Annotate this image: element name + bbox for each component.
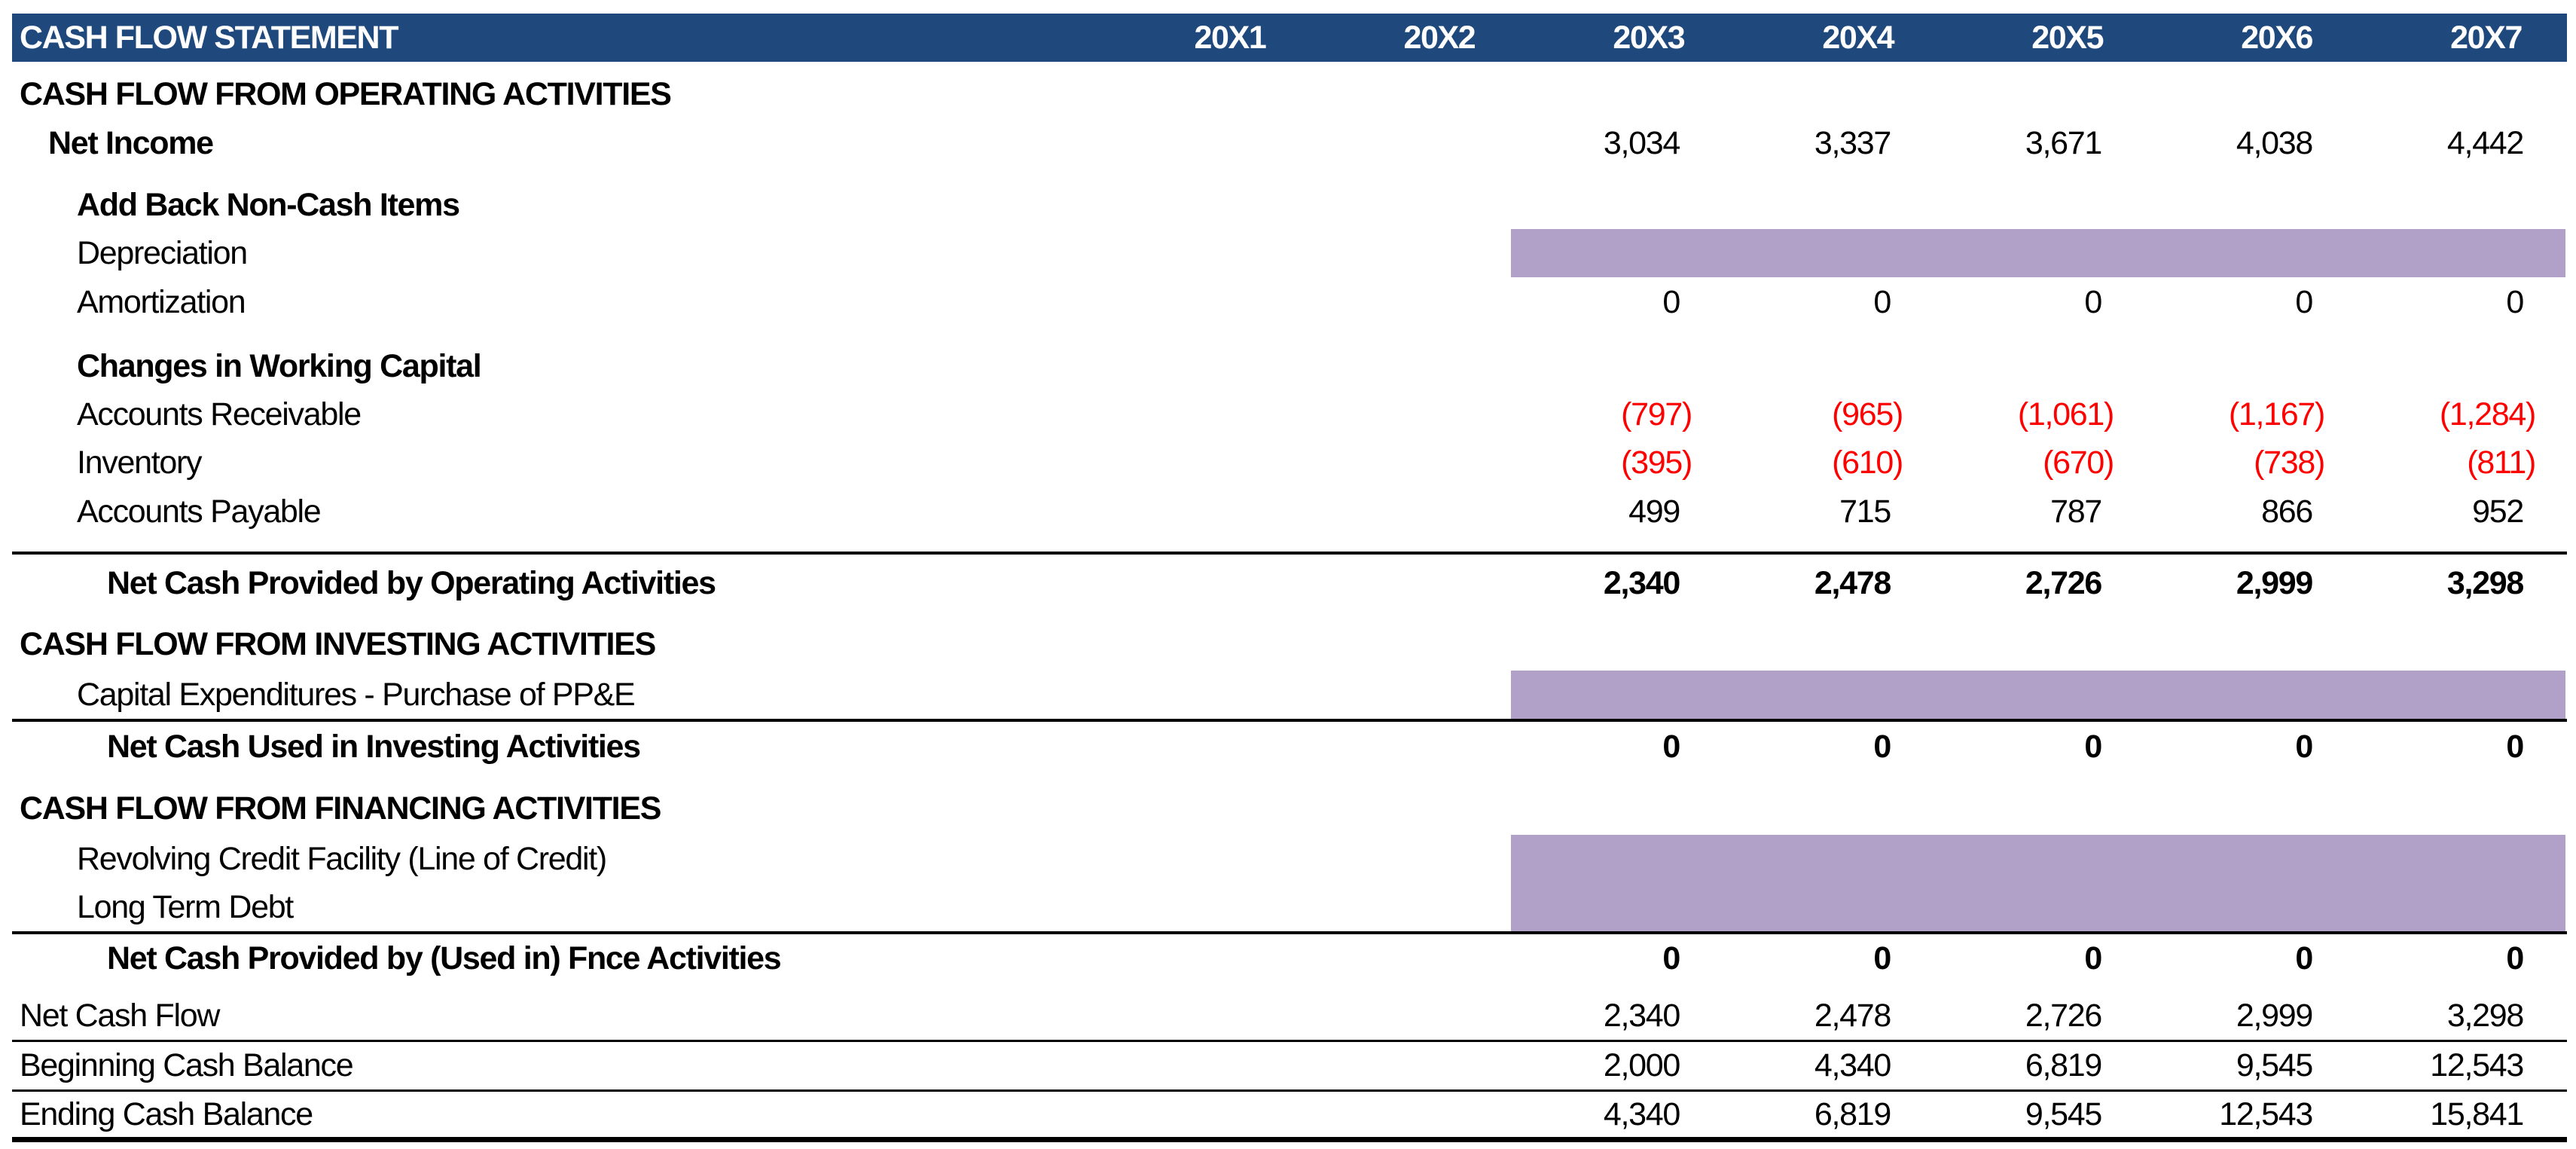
total-operating-activities: Net Cash Provided by Operating Activitie…: [12, 552, 2567, 612]
value-cell[interactable]: 9,545: [2236, 1047, 2313, 1083]
value-cell[interactable]: (811): [2467, 444, 2536, 481]
value-cell[interactable]: 4,442: [2446, 124, 2524, 161]
statement-title: CASH FLOW STATEMENT: [20, 19, 398, 56]
line-item-accounts-payable: Accounts Payable 499 715 787 866 952: [12, 487, 2567, 536]
total-value-cell[interactable]: 3,298: [2446, 564, 2524, 601]
value-cell[interactable]: 0: [2084, 283, 2102, 320]
value-cell[interactable]: (610): [1832, 444, 1903, 481]
value-cell[interactable]: 787: [2050, 493, 2102, 530]
value-cell[interactable]: (1,167): [2228, 396, 2325, 432]
cash-flow-statement: CASH FLOW STATEMENT 20X1 20X2 20X3 20X4 …: [12, 14, 2567, 1142]
header-row: CASH FLOW STATEMENT 20X1 20X2 20X3 20X4 …: [12, 14, 2567, 62]
value-cell[interactable]: 0: [2506, 283, 2524, 320]
subheading-non-cash: Add Back Non-Cash Items: [77, 186, 460, 223]
total-value-cell[interactable]: 2,478: [1814, 564, 1891, 601]
value-cell[interactable]: 12,543: [2219, 1096, 2313, 1132]
value-cell[interactable]: 715: [1839, 493, 1891, 530]
value-cell[interactable]: 2,726: [2025, 997, 2102, 1034]
value-cell[interactable]: 15,841: [2430, 1096, 2524, 1132]
year-header: 20X5: [2031, 19, 2104, 56]
total-investing-activities: Net Cash Used in Investing Activities 0 …: [12, 719, 2567, 772]
value-cell[interactable]: 4,038: [2236, 124, 2313, 161]
input-shade[interactable]: [1511, 671, 2565, 719]
total-value-cell[interactable]: 0: [2506, 940, 2524, 976]
value-cell[interactable]: 6,819: [2025, 1047, 2102, 1083]
year-header: 20X3: [1613, 19, 1685, 56]
beginning-cash-row: Beginning Cash Balance 2,000 4,340 6,819…: [12, 1040, 2567, 1089]
value-cell[interactable]: 0: [1662, 283, 1680, 320]
value-cell[interactable]: 3,671: [2025, 124, 2102, 161]
value-cell[interactable]: 12,543: [2430, 1047, 2524, 1083]
year-header: 20X7: [2450, 19, 2523, 56]
value-cell[interactable]: (965): [1832, 396, 1903, 432]
year-header: 20X6: [2241, 19, 2313, 56]
value-cell[interactable]: 3,034: [1603, 124, 1680, 161]
input-shade[interactable]: [1511, 229, 2565, 277]
total-value-cell[interactable]: 0: [2084, 728, 2102, 765]
line-item-long-term-debt: Long Term Debt: [12, 883, 2567, 931]
value-cell[interactable]: 2,999: [2236, 997, 2313, 1034]
value-cell[interactable]: 3,298: [2446, 997, 2524, 1034]
total-value-cell[interactable]: 0: [2295, 728, 2313, 765]
total-value-cell[interactable]: 2,340: [1603, 564, 1680, 601]
section-heading-operating: CASH FLOW FROM OPERATING ACTIVITIES: [20, 75, 672, 112]
input-shade[interactable]: [1511, 883, 2565, 931]
ending-cash-row: Ending Cash Balance 4,340 6,819 9,545 12…: [12, 1089, 2567, 1142]
subheading-working-capital: Changes in Working Capital: [77, 347, 482, 384]
section-heading-financing: CASH FLOW FROM FINANCING ACTIVITIES: [20, 790, 661, 827]
total-value-cell[interactable]: 0: [1873, 940, 1891, 976]
line-item-revolver: Revolving Credit Facility (Line of Credi…: [12, 835, 2567, 883]
value-cell[interactable]: 2,000: [1603, 1047, 1680, 1083]
value-cell[interactable]: (797): [1621, 396, 1692, 432]
value-cell[interactable]: (1,061): [2017, 396, 2114, 432]
total-value-cell[interactable]: 0: [2506, 728, 2524, 765]
total-value-cell[interactable]: 0: [2295, 940, 2313, 976]
value-cell[interactable]: 866: [2261, 493, 2313, 530]
value-cell[interactable]: 6,819: [1814, 1096, 1891, 1132]
line-item-capex: Capital Expenditures - Purchase of PP&E: [12, 671, 2567, 719]
total-value-cell[interactable]: 2,726: [2025, 564, 2102, 601]
line-item-depreciation: Depreciation: [12, 229, 2567, 277]
value-cell[interactable]: 2,340: [1603, 997, 1680, 1034]
net-cash-flow-row: Net Cash Flow 2,340 2,478 2,726 2,999 3,…: [12, 992, 2567, 1040]
value-cell[interactable]: (1,284): [2439, 396, 2536, 432]
input-shade[interactable]: [1511, 835, 2565, 883]
total-value-cell[interactable]: 2,999: [2236, 564, 2313, 601]
value-cell[interactable]: 0: [2295, 283, 2313, 320]
line-item-inventory: Inventory (395) (610) (670) (738) (811): [12, 439, 2567, 487]
total-value-cell[interactable]: 0: [1662, 728, 1680, 765]
value-cell[interactable]: (738): [2254, 444, 2325, 481]
value-cell[interactable]: 4,340: [1603, 1096, 1680, 1132]
total-financing-activities: Net Cash Provided by (Used in) Fnce Acti…: [12, 931, 2567, 982]
line-item-net-income: Net Income 3,034 3,337 3,671 4,038 4,442: [12, 121, 2567, 166]
line-item-amortization: Amortization 0 0 0 0 0: [12, 277, 2567, 327]
value-cell[interactable]: 2,478: [1814, 997, 1891, 1034]
value-cell[interactable]: 3,337: [1814, 124, 1891, 161]
value-cell[interactable]: 499: [1628, 493, 1680, 530]
value-cell[interactable]: (395): [1621, 444, 1692, 481]
year-header: 20X4: [1822, 19, 1894, 56]
total-value-cell[interactable]: 0: [1662, 940, 1680, 976]
year-header: 20X2: [1403, 19, 1476, 56]
section-heading-investing: CASH FLOW FROM INVESTING ACTIVITIES: [20, 625, 656, 662]
value-cell[interactable]: 9,545: [2025, 1096, 2102, 1132]
value-cell[interactable]: 952: [2472, 493, 2524, 530]
value-cell[interactable]: 4,340: [1814, 1047, 1891, 1083]
line-item-accounts-receivable: Accounts Receivable (797) (965) (1,061) …: [12, 390, 2567, 439]
value-cell[interactable]: (670): [2043, 444, 2114, 481]
total-value-cell[interactable]: 0: [2084, 940, 2102, 976]
year-header: 20X1: [1194, 19, 1267, 56]
total-value-cell[interactable]: 0: [1873, 728, 1891, 765]
value-cell[interactable]: 0: [1873, 283, 1891, 320]
